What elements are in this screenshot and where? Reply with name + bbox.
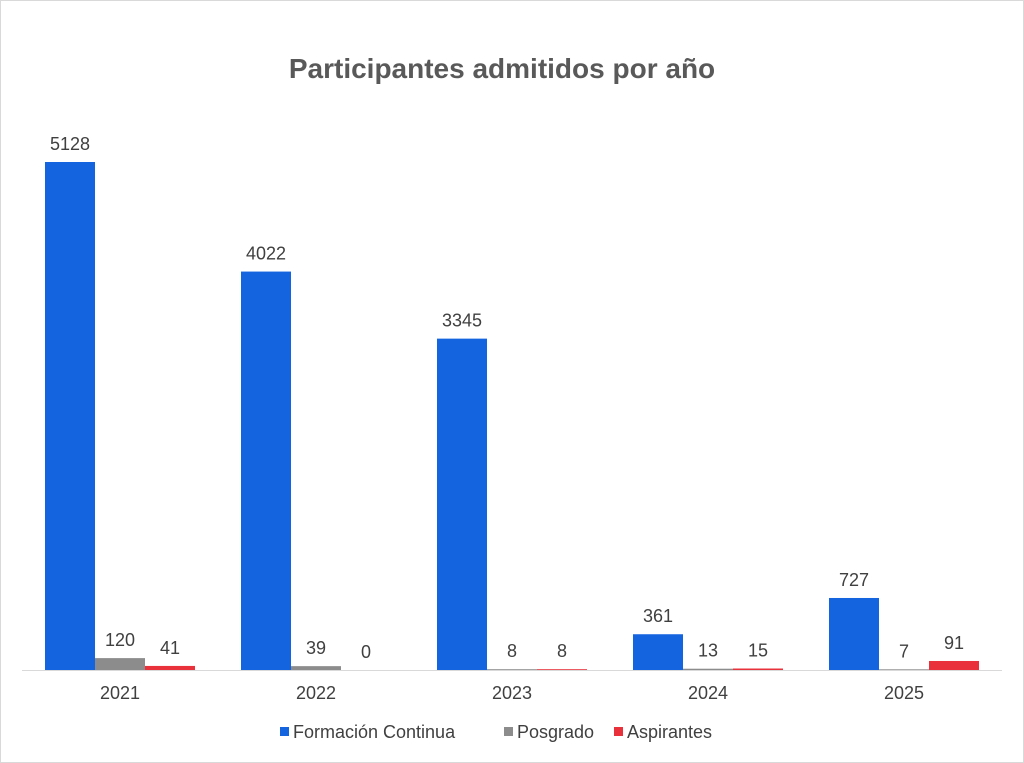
x-tick-label-2024: 2024 (688, 683, 728, 703)
bar-posgrado-2025 (879, 669, 929, 670)
legend-swatch (614, 727, 623, 736)
data-label-posgrado-2024: 13 (698, 641, 718, 661)
bar-formación-continua-2024 (633, 634, 683, 670)
data-label-aspirantes-2025: 91 (944, 633, 964, 653)
data-label-formación-continua-2023: 3345 (442, 311, 482, 331)
bar-posgrado-2022 (291, 666, 341, 670)
bar-posgrado-2021 (95, 658, 145, 670)
x-tick-label-2021: 2021 (100, 683, 140, 703)
data-label-aspirantes-2023: 8 (557, 641, 567, 661)
data-label-formación-continua-2021: 5128 (50, 134, 90, 154)
x-axis-ticks: 2021 2022 2023 2024 2025 (100, 683, 924, 703)
data-label-aspirantes-2022: 0 (361, 642, 371, 662)
bars-group (45, 162, 979, 670)
data-label-aspirantes-2021: 41 (160, 638, 180, 658)
data-label-formación-continua-2024: 361 (643, 606, 673, 626)
data-label-aspirantes-2024: 15 (748, 641, 768, 661)
bar-formación-continua-2023 (437, 338, 487, 670)
bar-aspirantes-2025 (929, 660, 979, 670)
bar-posgrado-2023 (487, 669, 537, 670)
legend-label: Posgrado (517, 722, 594, 742)
bar-posgrado-2024 (683, 668, 733, 670)
legend-label: Formación Continua (293, 722, 456, 742)
data-label-posgrado-2023: 8 (507, 641, 517, 661)
data-label-posgrado-2022: 39 (306, 638, 326, 658)
bar-aspirantes-2024 (733, 668, 783, 670)
legend-swatch (504, 727, 513, 736)
bar-formación-continua-2021 (45, 162, 95, 670)
legend-label: Aspirantes (627, 722, 712, 742)
legend: Formación Continua Posgrado Aspirantes (280, 722, 712, 742)
data-label-posgrado-2021: 120 (105, 630, 135, 650)
x-tick-label-2022: 2022 (296, 683, 336, 703)
bar-aspirantes-2021 (145, 665, 195, 670)
data-label-formación-continua-2025: 727 (839, 570, 869, 590)
legend-item-aspirantes: Aspirantes (614, 722, 712, 742)
x-tick-label-2025: 2025 (884, 683, 924, 703)
data-label-formación-continua-2022: 4022 (246, 244, 286, 264)
x-tick-label-2023: 2023 (492, 683, 532, 703)
bar-formación-continua-2025 (829, 597, 879, 670)
data-labels-group: 5128 120 41 4022 39 0 3345 8 8 361 13 15 727 7 91 (50, 134, 964, 662)
bar-formación-continua-2022 (241, 271, 291, 670)
bar-aspirantes-2023 (537, 669, 587, 670)
legend-item-formación-continua: Formación Continua (280, 722, 456, 742)
data-label-posgrado-2025: 7 (899, 641, 909, 661)
chart-title: Participantes admitidos por año (289, 53, 715, 84)
legend-item-posgrado: Posgrado (504, 722, 594, 742)
legend-swatch (280, 727, 289, 736)
